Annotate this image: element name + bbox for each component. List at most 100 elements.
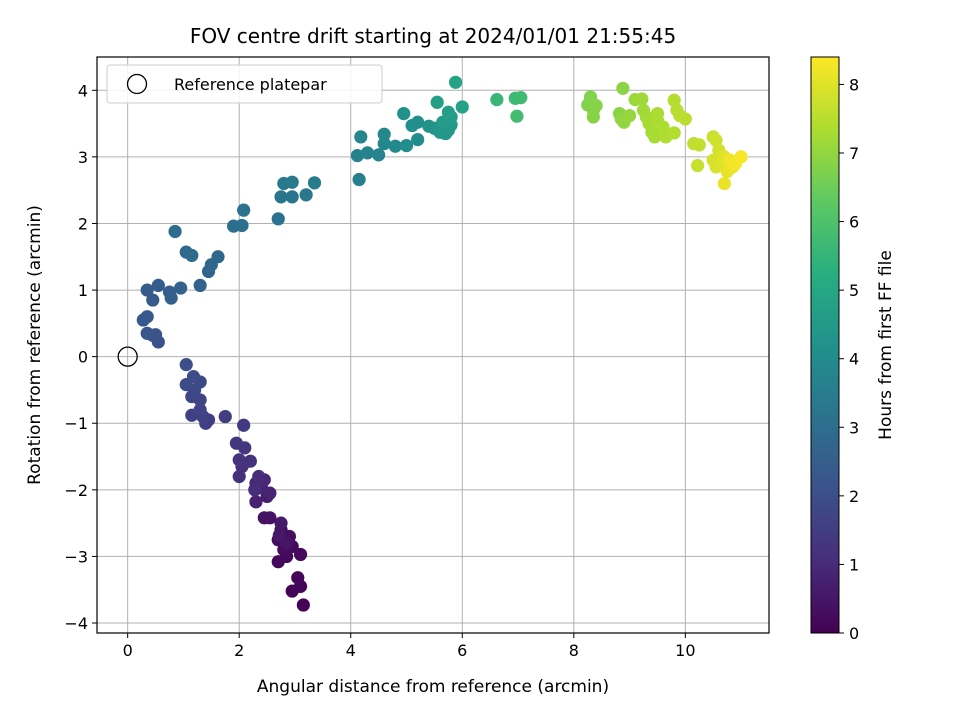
data-point (388, 139, 402, 153)
y-axis-ticks: −4 −3 −2 −1 0 1 2 3 4 (64, 81, 97, 633)
data-point (257, 511, 271, 525)
data-point (667, 93, 681, 107)
data-point (691, 158, 705, 173)
data-point (648, 130, 662, 144)
y-tick-label: 2 (78, 214, 88, 233)
data-point (709, 133, 723, 147)
colorbar-label: Hours from first FF file (876, 250, 896, 440)
colorbar-tick-label: 3 (849, 418, 859, 437)
data-point (667, 126, 681, 140)
legend-box (106, 64, 383, 104)
data-point (285, 175, 299, 189)
y-tick-label: 0 (78, 348, 88, 367)
data-point (218, 409, 232, 424)
data-point (186, 370, 201, 384)
chart-title: FOV centre drift starting at 2024/01/01 … (190, 24, 676, 48)
data-point (271, 212, 285, 226)
colorbar-ticks: 0 1 2 3 4 5 6 7 8 (839, 75, 859, 643)
x-axis-ticks: 0 2 4 6 8 10 (123, 633, 696, 660)
data-point (237, 203, 251, 217)
data-point (350, 148, 365, 163)
data-point (179, 358, 193, 372)
data-point (299, 188, 313, 202)
data-point (586, 110, 600, 124)
colorbar: 0 1 2 3 4 5 6 7 8 Hours from first FF file (810, 56, 896, 643)
data-point (430, 95, 444, 109)
colorbar-gradient (810, 56, 840, 634)
legend-entry-reference: Reference platepar (174, 75, 327, 94)
data-point (274, 190, 288, 204)
data-point (211, 250, 225, 264)
data-point (174, 281, 188, 295)
data-point (146, 293, 160, 307)
y-tick-label: 1 (78, 281, 88, 300)
data-point (411, 115, 425, 129)
colorbar-tick-label: 1 (849, 555, 859, 574)
y-tick-label: 4 (78, 81, 88, 100)
data-point (293, 547, 308, 562)
data-point (193, 403, 207, 417)
data-point (411, 132, 425, 147)
data-point (622, 108, 637, 123)
y-tick-label: −1 (64, 414, 88, 433)
x-tick-label: 10 (675, 641, 695, 660)
x-tick-label: 4 (346, 641, 356, 660)
data-point (193, 278, 207, 293)
data-point (360, 146, 375, 160)
grid-lines (97, 57, 769, 633)
data-point (635, 92, 649, 106)
x-tick-label: 2 (234, 641, 244, 660)
data-point (151, 278, 165, 293)
data-point (510, 109, 524, 123)
y-tick-label: −3 (64, 547, 88, 566)
data-point (490, 93, 504, 107)
data-point (168, 224, 182, 239)
data-point (372, 148, 386, 162)
legend: Reference platepar (106, 64, 383, 104)
data-point (692, 138, 706, 152)
data-point (140, 310, 154, 324)
data-point (291, 571, 305, 585)
legend-marker (126, 73, 148, 95)
data-point (271, 555, 285, 569)
data-point (274, 516, 288, 530)
data-point (140, 326, 154, 340)
data-point (678, 112, 692, 126)
data-point (397, 107, 411, 121)
data-point (164, 291, 178, 305)
data-point (272, 528, 286, 542)
reference-platepar-marker (117, 346, 138, 367)
data-point (448, 75, 463, 89)
data-point (616, 81, 630, 95)
data-point (399, 138, 414, 153)
data-point (140, 283, 154, 297)
colorbar-tick-label: 8 (849, 75, 859, 94)
y-tick-label: −4 (64, 614, 88, 633)
data-point (734, 150, 748, 164)
colorbar-tick-label: 5 (849, 281, 859, 300)
y-axis-label: Rotation from reference (arcmin) (25, 205, 45, 485)
data-point (243, 454, 257, 468)
data-point (441, 105, 455, 119)
data-point (285, 190, 299, 204)
x-tick-label: 6 (457, 641, 467, 660)
y-tick-label: 3 (78, 148, 88, 167)
colorbar-tick-label: 4 (849, 350, 859, 369)
reference-marker (117, 346, 138, 367)
colorbar-tick-label: 7 (849, 144, 859, 163)
x-tick-label: 0 (123, 641, 133, 660)
data-point (235, 218, 249, 233)
colorbar-tick-label: 2 (849, 487, 859, 506)
data-point (377, 136, 391, 151)
data-point (307, 176, 322, 190)
data-point (455, 100, 469, 114)
data-point (252, 469, 266, 484)
data-point (656, 120, 670, 134)
data-point (377, 127, 391, 141)
data-point (248, 483, 262, 497)
data-points (136, 75, 748, 612)
data-point (650, 107, 665, 121)
plot-frame (96, 56, 770, 634)
data-point (589, 99, 603, 113)
